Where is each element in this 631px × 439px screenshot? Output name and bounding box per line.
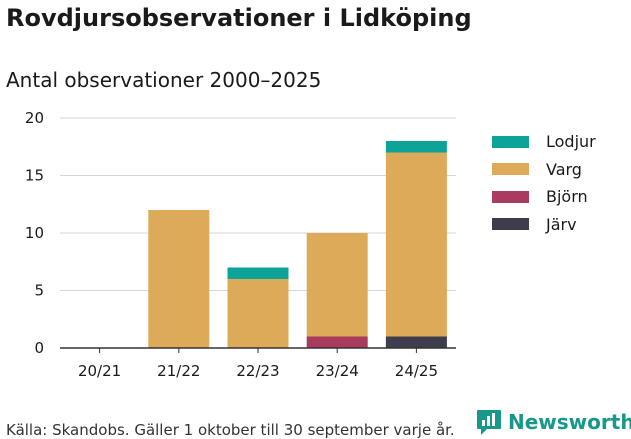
bar-segment-lodjur-24-25 bbox=[385, 141, 447, 153]
source-note: Källa: Skandobs. Gäller 1 oktober till 3… bbox=[6, 421, 455, 439]
legend-swatch bbox=[492, 190, 529, 203]
newsworthy-logo-icon bbox=[477, 410, 501, 435]
x-tick-label: 24/25 bbox=[395, 362, 438, 380]
bar-segment-varg-22-23 bbox=[227, 279, 289, 348]
legend-label: Lodjur bbox=[546, 132, 596, 152]
legend-item-varg: Varg bbox=[492, 156, 596, 184]
y-tick-label: 0 bbox=[34, 339, 44, 357]
brand-name: Newsworthy bbox=[508, 410, 631, 434]
x-tick-label: 22/23 bbox=[236, 362, 279, 380]
bar-segment-varg-21-22 bbox=[148, 210, 210, 348]
newsworthy-brand[interactable]: Newsworthy bbox=[476, 408, 631, 436]
x-tick-label: 21/22 bbox=[157, 362, 200, 380]
bar-segment-varg-23-24 bbox=[306, 233, 368, 337]
x-tick-label: 23/24 bbox=[316, 362, 359, 380]
bar-segment-jrv-24-25 bbox=[385, 336, 447, 348]
x-tick-label: 20/21 bbox=[78, 362, 121, 380]
legend-swatch bbox=[492, 218, 529, 231]
legend-item-jrv: Järv bbox=[492, 211, 596, 239]
legend-label: Varg bbox=[546, 159, 582, 179]
y-tick-label: 20 bbox=[25, 109, 44, 127]
bar-chart: 0 5 10 15 20 20/21 21/22 22/23 23/24 24/25 bbox=[25, 109, 456, 380]
legend: Lodjur Varg Björn Järv bbox=[492, 128, 596, 238]
y-tick-label: 10 bbox=[25, 224, 44, 242]
y-tick-label: 15 bbox=[25, 167, 44, 185]
chart-title: Rovdjursobservationer i Lidköping bbox=[6, 4, 472, 32]
y-tick-label: 5 bbox=[34, 282, 44, 300]
legend-swatch bbox=[492, 135, 529, 148]
legend-item-lodjur: Lodjur bbox=[492, 128, 596, 156]
legend-label: Björn bbox=[546, 187, 588, 207]
bar-segment-lodjur-22-23 bbox=[227, 267, 289, 279]
legend-label: Järv bbox=[546, 214, 577, 234]
legend-item-bjrn: Björn bbox=[492, 183, 596, 211]
chart-subtitle: Antal observationer 2000–2025 bbox=[6, 68, 322, 92]
legend-swatch bbox=[492, 163, 529, 176]
bar-segment-varg-24-25 bbox=[385, 152, 447, 337]
bar-segment-bjrn-23-24 bbox=[306, 336, 368, 348]
